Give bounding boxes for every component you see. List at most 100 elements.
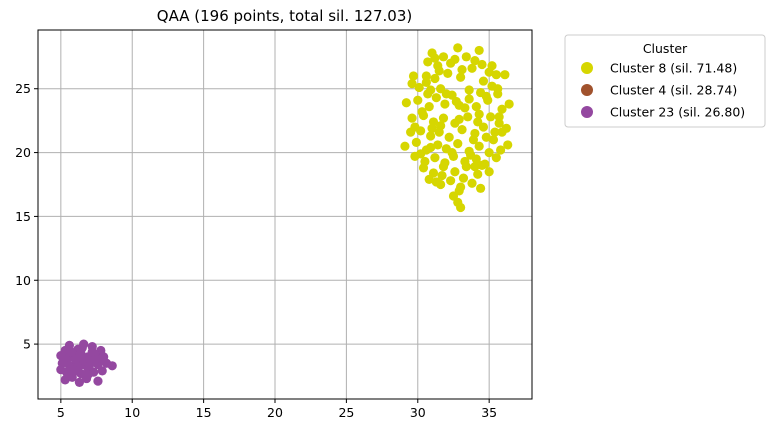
- data-point: [481, 132, 491, 142]
- data-point: [454, 114, 464, 124]
- data-point: [427, 123, 437, 133]
- data-point: [463, 112, 473, 122]
- data-point: [490, 127, 500, 137]
- data-point: [107, 361, 117, 371]
- data-point: [453, 139, 463, 149]
- data-point: [431, 93, 441, 103]
- data-point: [503, 140, 513, 150]
- data-point: [474, 141, 484, 151]
- data-point: [423, 57, 433, 67]
- data-point: [458, 173, 469, 183]
- data-point: [454, 186, 464, 196]
- data-point: [456, 72, 466, 82]
- data-point: [93, 376, 103, 386]
- grid: [38, 30, 532, 399]
- data-point: [411, 137, 421, 147]
- legend-marker-cluster-8: [581, 62, 593, 74]
- data-point: [424, 102, 434, 112]
- data-point: [84, 361, 94, 371]
- data-point: [430, 153, 440, 163]
- data-point: [77, 343, 87, 353]
- legend-entry: Cluster 23 (sil. 26.80): [581, 105, 745, 120]
- data-point: [421, 77, 431, 87]
- data-point: [438, 52, 449, 62]
- data-point: [70, 366, 80, 376]
- y-tick-label: 10: [15, 273, 31, 288]
- data-point: [464, 85, 474, 95]
- data-point: [424, 174, 434, 184]
- data-point: [438, 113, 449, 123]
- x-tick-label: 15: [196, 405, 212, 420]
- legend-title: Cluster: [643, 41, 688, 56]
- data-point: [468, 135, 479, 145]
- data-point: [430, 73, 440, 84]
- data-point: [497, 104, 507, 114]
- data-point: [493, 84, 503, 94]
- data-point: [494, 118, 504, 128]
- data-point: [423, 89, 433, 99]
- data-point: [414, 82, 424, 93]
- data-point: [466, 150, 476, 160]
- data-point: [457, 124, 467, 135]
- data-point: [464, 94, 474, 104]
- data-point: [431, 177, 441, 187]
- data-point: [500, 70, 510, 80]
- x-tick-label: 20: [267, 405, 283, 420]
- data-point: [63, 370, 73, 380]
- data-point: [438, 162, 449, 172]
- data-point: [400, 141, 410, 151]
- data-point: [467, 63, 477, 73]
- data-point: [454, 100, 464, 110]
- data-point: [443, 68, 453, 79]
- data-point: [467, 178, 477, 188]
- data-point: [481, 91, 491, 101]
- y-tick-label: 15: [15, 209, 31, 224]
- data-point: [407, 79, 417, 89]
- data-point: [426, 142, 436, 153]
- data-point: [485, 112, 496, 122]
- data-point: [478, 76, 489, 86]
- data-point: [457, 64, 467, 75]
- x-tick-label: 35: [481, 405, 497, 420]
- data-point: [504, 99, 514, 109]
- data-point: [491, 70, 501, 80]
- data-point: [433, 140, 443, 150]
- data-point: [66, 347, 76, 357]
- data-point: [450, 167, 460, 177]
- data-point: [97, 366, 107, 376]
- data-point: [470, 56, 480, 66]
- x-tick-label: 25: [338, 405, 354, 420]
- data-point: [476, 183, 486, 193]
- data-point: [495, 145, 506, 155]
- legend-entry: Cluster 4 (sil. 28.74): [581, 83, 737, 98]
- data-point: [430, 53, 440, 63]
- plot-frame: [37, 29, 533, 400]
- data-point: [87, 347, 97, 357]
- data-point: [497, 127, 507, 137]
- y-axis: 5 10 15 20 25: [15, 81, 38, 352]
- data-point: [413, 95, 423, 105]
- chart-title: QAA (196 points, total sil. 127.03): [157, 7, 412, 25]
- data-point: [417, 107, 427, 117]
- data-point: [434, 66, 444, 76]
- data-point: [59, 354, 69, 365]
- y-tick-label: 20: [15, 145, 31, 160]
- data-point: [461, 52, 471, 62]
- data-point: [474, 109, 484, 119]
- y-tick-label: 25: [15, 81, 31, 96]
- x-tick-label: 30: [410, 405, 426, 420]
- data-point: [436, 121, 446, 131]
- data-point: [440, 99, 450, 109]
- data-point: [450, 54, 460, 64]
- data-point: [474, 45, 484, 56]
- data-point: [494, 112, 504, 122]
- data-point: [456, 202, 466, 213]
- data-point: [484, 67, 494, 77]
- data-point: [437, 170, 447, 181]
- data-point: [416, 149, 426, 159]
- data-point: [97, 353, 107, 363]
- data-point: [478, 122, 489, 132]
- data-point: [491, 153, 501, 163]
- legend-marker-cluster-23: [581, 106, 593, 118]
